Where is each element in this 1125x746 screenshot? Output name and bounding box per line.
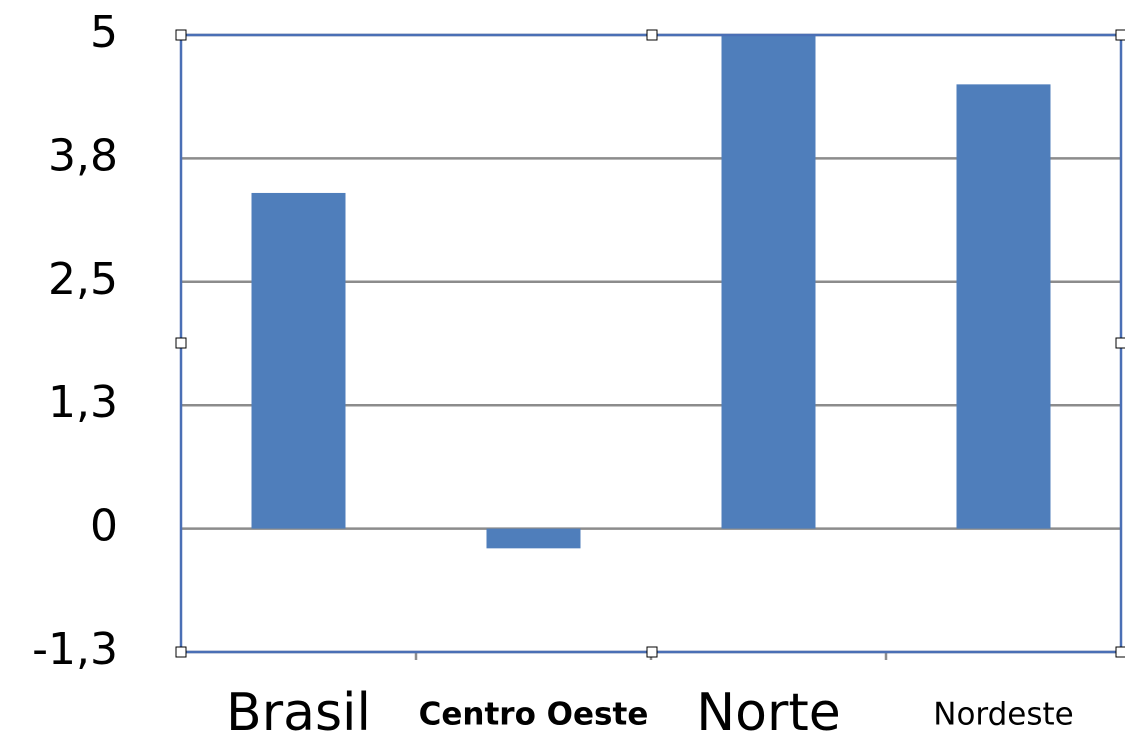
handle xyxy=(646,646,658,658)
y-tick-label: 1,3 xyxy=(48,377,118,428)
x-tick-label: Norte xyxy=(696,683,840,743)
handle xyxy=(175,337,187,349)
handle xyxy=(646,29,658,41)
bar xyxy=(251,192,346,529)
y-tick-label: -1,3 xyxy=(32,624,118,675)
bar xyxy=(956,84,1051,529)
selection-handles xyxy=(175,29,1125,658)
y-tick-label: 5 xyxy=(90,7,118,58)
bar xyxy=(486,528,581,549)
y-tick-label: 0 xyxy=(90,501,118,552)
bar-layer xyxy=(251,35,1051,549)
y-tick-label: 2,5 xyxy=(48,254,118,305)
y-tick-label: 3,8 xyxy=(48,130,118,181)
bar xyxy=(721,35,816,529)
x-tick-label: Nordeste xyxy=(933,697,1073,733)
handle xyxy=(1115,646,1125,658)
x-tick-label: Brasil xyxy=(226,683,371,743)
handle xyxy=(1115,337,1125,349)
x-tick-label: Centro Oeste xyxy=(419,697,649,733)
handle xyxy=(1115,29,1125,41)
handle xyxy=(175,29,187,41)
handle xyxy=(175,646,187,658)
